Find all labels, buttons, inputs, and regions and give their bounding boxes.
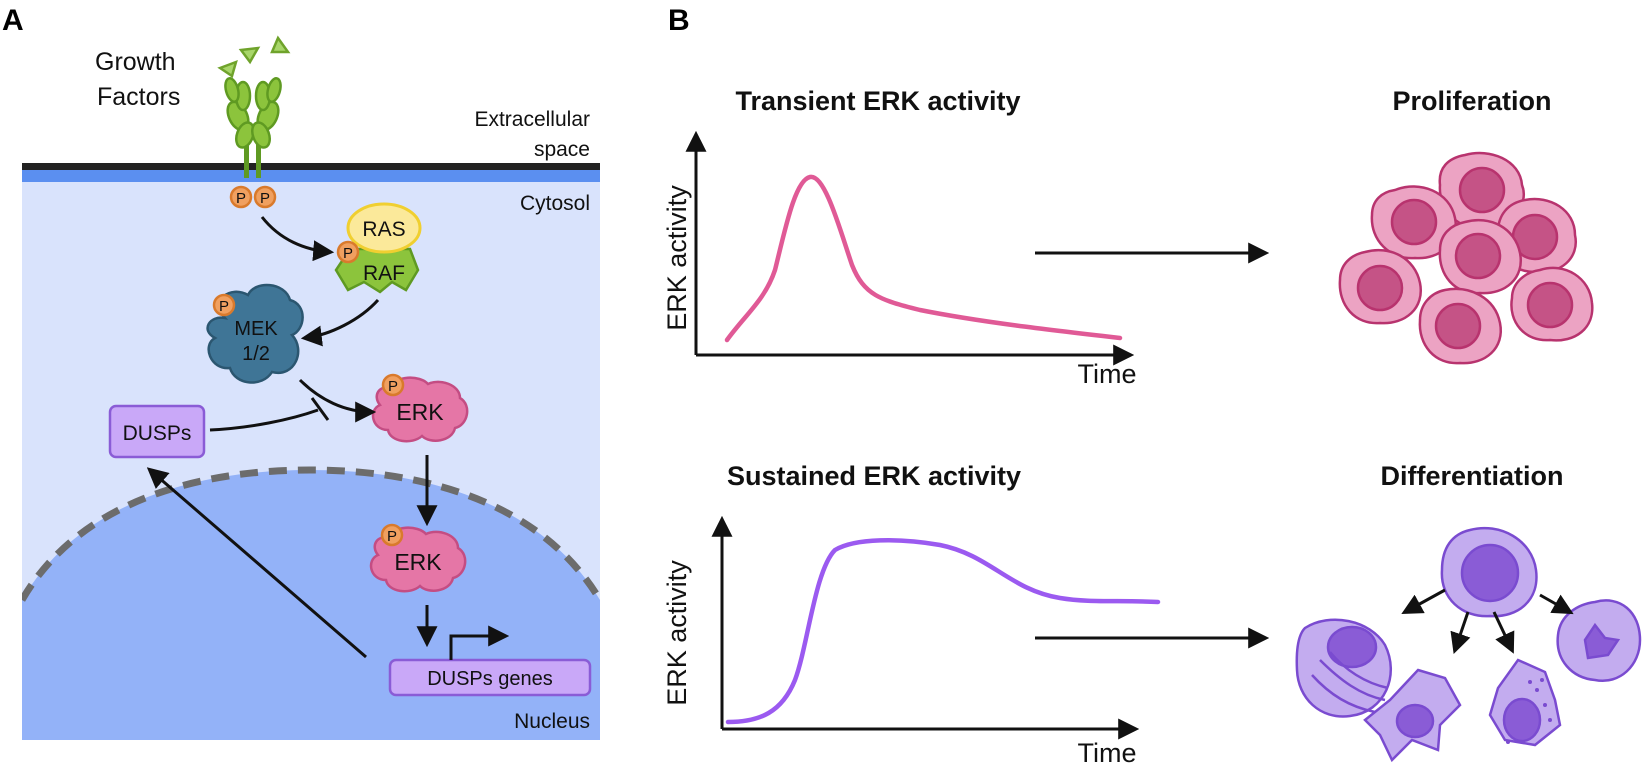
mek-label-2: 1/2 [242, 343, 270, 365]
arrow-genes-to-dusps [146, 467, 367, 659]
phospho-label: P [387, 528, 397, 545]
differentiation-diagram [1295, 526, 1642, 763]
lobed-nucleus [1583, 622, 1621, 660]
cell-nucleus [1390, 198, 1438, 246]
dusps-protein-box: DUSPs [108, 404, 206, 459]
transient-y-label: ERK activity [662, 185, 692, 331]
phospho-label: P [343, 245, 353, 262]
inhibition-bar [310, 397, 330, 421]
cell-nucleus [1454, 232, 1502, 280]
erk-nucleus-label: ERK [394, 549, 442, 575]
transient-title: Transient ERK activity [735, 86, 1020, 116]
extracellular-label-1: Extracellular [474, 108, 590, 131]
transient-curve [724, 174, 1123, 343]
arrow-raf-to-mek [300, 298, 380, 347]
differentiation-title: Differentiation [1380, 461, 1563, 491]
cell-nucleus [1326, 625, 1378, 669]
differentiation-arrows [1401, 588, 1574, 654]
ras-raf-complex: RAS RAF P [334, 202, 422, 294]
transient-x-label: Time [1078, 359, 1137, 389]
growth-factors-label-1: Growth [95, 48, 176, 76]
proliferation-title: Proliferation [1392, 86, 1551, 116]
panel-a-letter: A [2, 4, 24, 37]
sustained-y-label: ERK activity [662, 560, 692, 706]
arrow-receptor-to-raf [260, 216, 335, 262]
erk-cytosol-label: ERK [396, 399, 444, 425]
growth-factors-label-2: Factors [97, 83, 180, 111]
phospho-label: P [388, 378, 398, 395]
nuclear-envelope [22, 466, 600, 602]
mek-label-1: MEK [234, 318, 278, 340]
receptor-tyrosine-kinase [224, 77, 282, 178]
pathway-arrows [146, 216, 438, 659]
transient-plot: ERK activity Time [662, 130, 1137, 389]
inhibition-dusps-to-erk [209, 408, 319, 432]
phospho-label: P [260, 190, 270, 207]
cell-nucleus [1434, 302, 1482, 350]
dusps-genes-label: DUSPs genes [427, 668, 553, 690]
stem-cell-nucleus [1460, 543, 1520, 603]
granules [1506, 678, 1552, 744]
mek-protein: MEK 1/2 P [206, 283, 304, 384]
cell-nucleus [1502, 697, 1542, 743]
growth-factor-ligands [217, 35, 291, 78]
nucleus-label: Nucleus [514, 710, 590, 733]
erk-nuclear: ERK P [369, 523, 467, 593]
dusps-genes-box: DUSPs genes [388, 625, 592, 697]
arrow-mek-to-erk [298, 378, 377, 423]
cytosol-label: Cytosol [520, 192, 590, 215]
plasma-membrane [22, 163, 600, 170]
phospho-label: P [236, 190, 246, 207]
sustained-plot: ERK activity Time [662, 515, 1161, 768]
cell-nucleus [1356, 264, 1404, 312]
ras-label: RAS [362, 218, 405, 241]
erk-cytosolic: ERK P [371, 373, 469, 443]
membrane-inner-leaflet [22, 168, 600, 182]
sustained-title: Sustained ERK activity [727, 461, 1021, 491]
sustained-curve [725, 538, 1161, 725]
cell-nucleus [1526, 281, 1574, 329]
sustained-x-label: Time [1078, 738, 1137, 768]
transcription-start-arrow [449, 625, 510, 660]
phospho-label: P [219, 298, 229, 315]
dusps-label: DUSPs [123, 422, 192, 445]
receptor-phospho-groups: P P [229, 185, 277, 209]
cell-nucleus [1395, 703, 1435, 739]
extracellular-label-2: space [534, 138, 590, 161]
cell-nucleus [1458, 166, 1506, 214]
proliferation-cell-cluster [1338, 151, 1594, 365]
panel-b-letter: B [668, 4, 690, 37]
raf-label: RAF [363, 262, 405, 285]
